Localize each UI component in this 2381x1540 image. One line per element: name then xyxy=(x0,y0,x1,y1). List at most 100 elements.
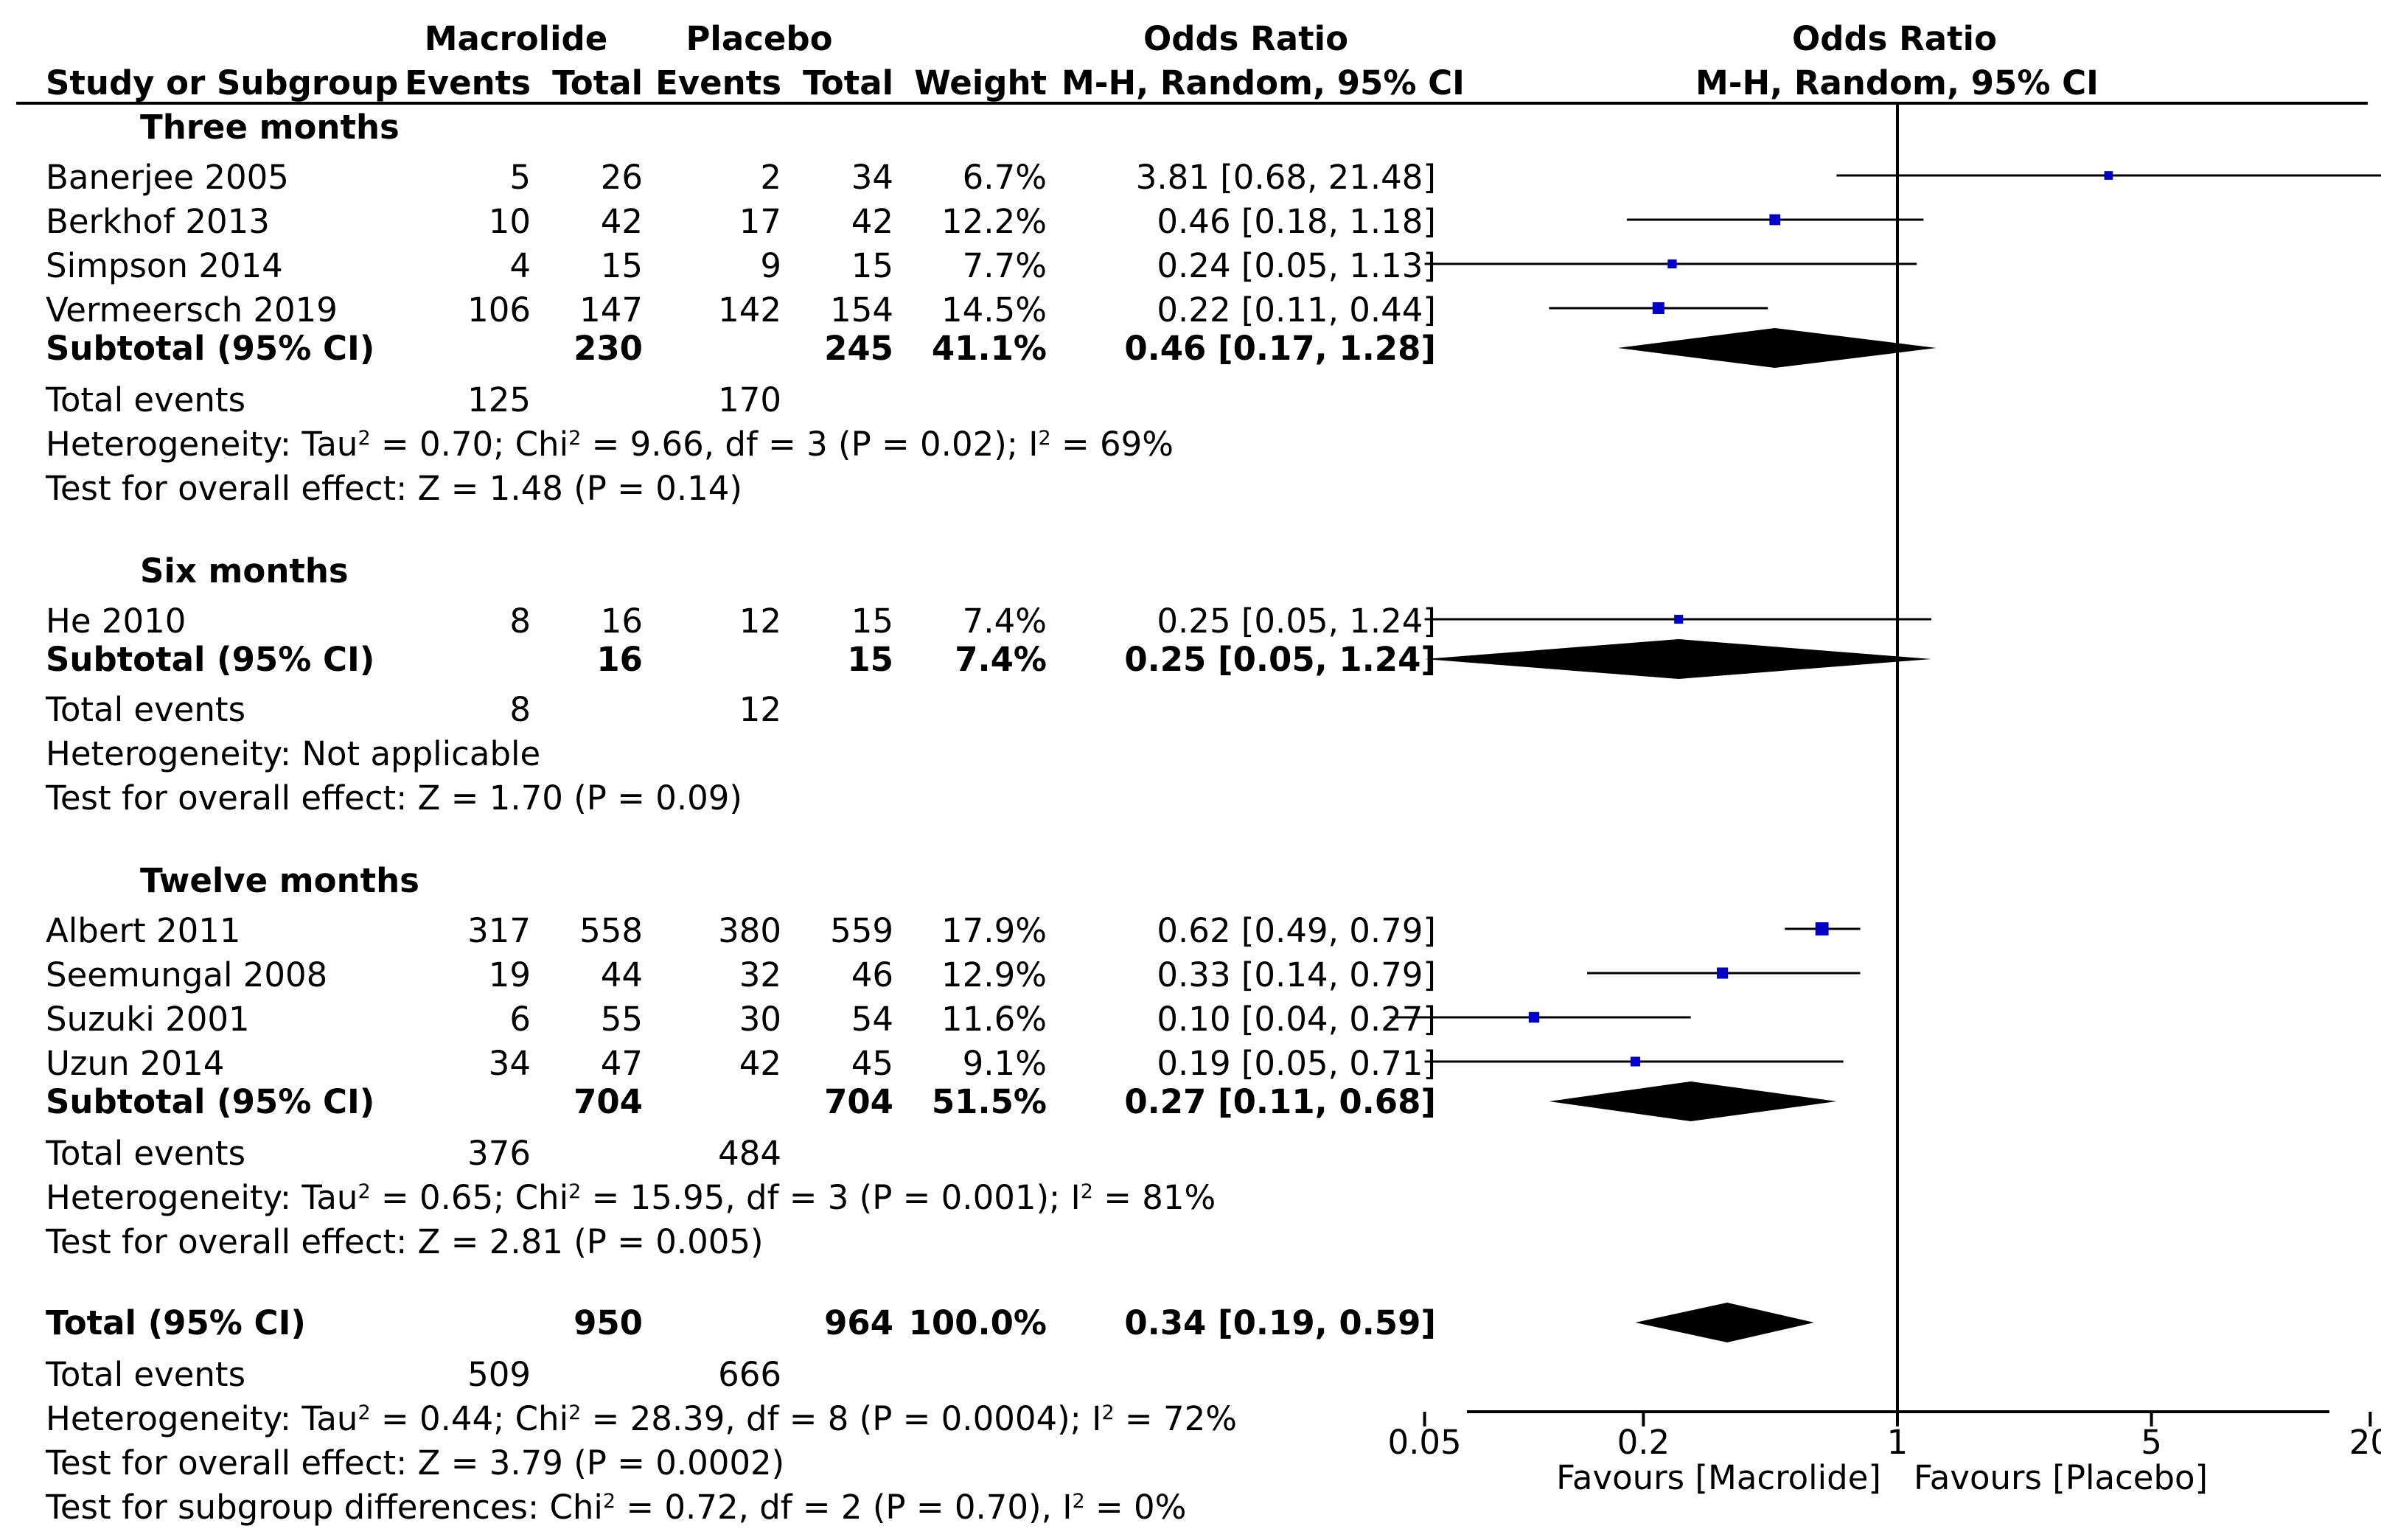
macrolide-total: 558 xyxy=(579,911,643,950)
macrolide-events: 4 xyxy=(509,246,531,285)
or-ci-subtotal: 0.46 [0.17, 1.28] xyxy=(1124,329,1436,368)
placebo-total: 42 xyxy=(851,202,893,241)
subtotal-label: Subtotal (95% CI) xyxy=(46,329,375,368)
placebo-subtotal: 704 xyxy=(824,1082,893,1121)
macrolide-events: 5 xyxy=(509,158,531,197)
placebo-total: 54 xyxy=(851,1000,893,1039)
macrolide-events: 10 xyxy=(488,202,531,241)
placebo-overall-total: 964 xyxy=(824,1303,893,1342)
or-ci-value: 0.24 [0.05, 1.13] xyxy=(1157,246,1436,285)
effect-marker xyxy=(1815,922,1829,936)
weight-overall: 100.0% xyxy=(908,1303,1047,1342)
placebo-subtotal: 245 xyxy=(824,329,893,368)
summary-diamond xyxy=(1424,639,1932,679)
placebo-events: 32 xyxy=(739,955,781,994)
heterogeneity-text: Heterogeneity: Tau2 = 0.70; Chi2 = 9.66,… xyxy=(46,425,1174,464)
or-column-title: Odds Ratio xyxy=(1143,19,1348,58)
or-ci-value: 0.46 [0.18, 1.18] xyxy=(1157,202,1436,241)
study-column-header: Study or Subgroup xyxy=(46,63,399,102)
placebo-total-events: 12 xyxy=(739,690,781,729)
x-tick-label: 0.2 xyxy=(1617,1423,1670,1462)
weight-value: 6.7% xyxy=(962,158,1047,197)
or-ci-value: 0.22 [0.11, 0.44] xyxy=(1157,290,1436,330)
or-column-method: M-H, Random, 95% CI xyxy=(1061,63,1465,102)
weight-value: 14.5% xyxy=(941,290,1047,330)
placebo-events: 42 xyxy=(739,1044,781,1083)
total-events-label: Total events xyxy=(46,690,246,729)
macrolide-events: 6 xyxy=(509,1000,531,1039)
x-label-left: Favours [Macrolide] xyxy=(1556,1458,1881,1497)
subtotal-label: Subtotal (95% CI) xyxy=(46,1082,375,1121)
weight-value: 17.9% xyxy=(941,911,1047,950)
weight-subtotal: 7.4% xyxy=(955,640,1047,679)
x-tick-label: 20 xyxy=(2349,1423,2381,1462)
placebo-total: 15 xyxy=(851,602,893,641)
or-ci-value: 0.62 [0.49, 0.79] xyxy=(1157,911,1436,950)
study-name: Vermeersch 2019 xyxy=(46,290,338,330)
subgroup-differences-text: Test for subgroup differences: Chi2 = 0.… xyxy=(46,1488,1187,1527)
macrolide-events: 19 xyxy=(488,955,531,994)
placebo-total: 34 xyxy=(851,158,893,197)
or-ci-value: 3.81 [0.68, 21.48] xyxy=(1135,158,1436,197)
macrolide-overall-total: 950 xyxy=(574,1303,643,1342)
macrolide-total-events: 8 xyxy=(509,690,531,729)
placebo-events: 380 xyxy=(718,911,781,950)
macrolide-total-events: 125 xyxy=(467,380,531,419)
macrolide-subtotal: 704 xyxy=(574,1082,643,1121)
macrolide-total: 42 xyxy=(600,202,643,241)
effect-marker xyxy=(1528,1011,1540,1023)
or-ci-subtotal: 0.25 [0.05, 1.24] xyxy=(1124,640,1436,679)
effect-marker xyxy=(1769,214,1781,226)
placebo-subtotal: 15 xyxy=(847,640,893,679)
macrolide-total: 26 xyxy=(600,158,643,197)
x-label-right: Favours [Placebo] xyxy=(1914,1458,2208,1497)
weight-subtotal: 41.1% xyxy=(931,329,1047,368)
or-ci-value: 0.10 [0.04, 0.27] xyxy=(1157,1000,1436,1039)
macrolide-total: 147 xyxy=(579,290,643,330)
or-ci-value: 0.33 [0.14, 0.79] xyxy=(1157,955,1436,994)
study-name: Seemungal 2008 xyxy=(46,955,328,994)
summary-diamond xyxy=(1617,328,1936,368)
header-rule xyxy=(16,102,2368,105)
or-ci-value: 0.25 [0.05, 1.24] xyxy=(1157,602,1436,641)
placebo-total-events: 484 xyxy=(718,1134,781,1173)
macrolide-total: 44 xyxy=(600,955,643,994)
weight-value: 12.2% xyxy=(941,202,1047,241)
weight-value: 12.9% xyxy=(941,955,1047,994)
placebo-events: 17 xyxy=(739,202,781,241)
placebo-events: 30 xyxy=(739,1000,781,1039)
placebo-total: 559 xyxy=(830,911,893,950)
overall-total-label: Total (95% CI) xyxy=(46,1303,306,1342)
placebo-total-header: Total xyxy=(803,63,893,102)
placebo-group-header: Placebo xyxy=(686,19,833,58)
overall-effect-text: Test for overall effect: Z = 1.70 (P = 0… xyxy=(46,778,742,818)
placebo-events-header: Events xyxy=(655,63,781,102)
subgroup-title: Twelve months xyxy=(140,861,419,900)
study-name: Simpson 2014 xyxy=(46,246,283,285)
subtotal-label: Subtotal (95% CI) xyxy=(46,640,375,679)
study-name: Banerjee 2005 xyxy=(46,158,289,197)
effect-marker xyxy=(1667,259,1677,269)
x-tick-label: 0.05 xyxy=(1387,1423,1461,1462)
study-name: He 2010 xyxy=(46,602,186,641)
subgroup-title: Three months xyxy=(140,108,400,147)
macrolide-total: 16 xyxy=(600,602,643,641)
placebo-total: 46 xyxy=(851,955,893,994)
macrolide-total: 55 xyxy=(600,1000,643,1039)
summary-diamond xyxy=(1549,1081,1837,1121)
weight-subtotal: 51.5% xyxy=(931,1082,1047,1121)
macrolide-total-events: 376 xyxy=(467,1134,531,1173)
macrolide-total: 47 xyxy=(600,1044,643,1083)
placebo-events: 9 xyxy=(760,246,781,285)
macrolide-subtotal: 230 xyxy=(574,329,643,368)
placebo-total: 45 xyxy=(851,1044,893,1083)
effect-marker xyxy=(1652,302,1664,314)
placebo-events: 2 xyxy=(760,158,781,197)
study-name: Berkhof 2013 xyxy=(46,202,270,241)
study-name: Suzuki 2001 xyxy=(46,1000,250,1039)
total-events-label: Total events xyxy=(46,380,246,419)
weight-value: 11.6% xyxy=(941,1000,1047,1039)
effect-marker xyxy=(1717,967,1729,979)
plot-title: Odds Ratio xyxy=(1792,19,1997,58)
macrolide-total-header: Total xyxy=(552,63,643,102)
